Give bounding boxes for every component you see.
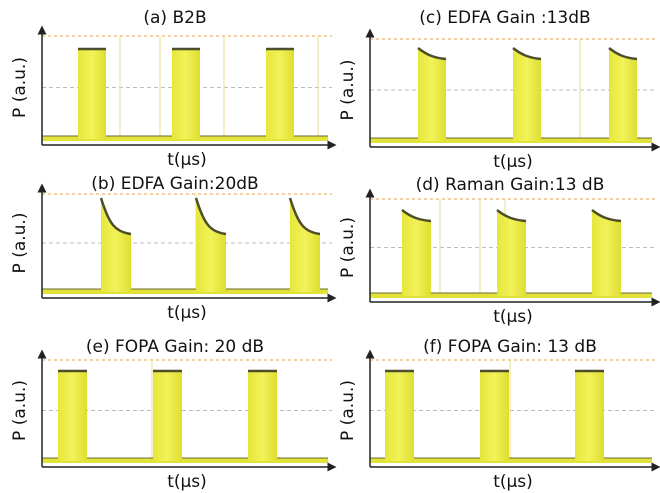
y-axis-label: P (a.u.) — [338, 60, 358, 121]
pulse — [78, 49, 106, 139]
baseline-trace — [42, 289, 328, 294]
panel: (f) FOPA Gain: 13 dB t(μs) P (a.u.) — [338, 337, 656, 492]
pulse — [58, 371, 87, 461]
x-axis-label: t(μs) — [493, 472, 533, 492]
x-axis-label: t(μs) — [167, 472, 207, 492]
panel: (c) EDFA Gain :13dB t(μs) P (a.u.) — [338, 8, 656, 172]
pulse — [402, 210, 431, 296]
y-axis-label: P (a.u.) — [338, 380, 358, 441]
pulse — [385, 371, 414, 461]
pulse — [592, 210, 621, 296]
panel-title: (a) B2B — [143, 8, 206, 28]
x-axis-label: t(μs) — [493, 307, 533, 327]
panel-title: (d) Raman Gain:13 dB — [416, 175, 605, 195]
y-axis-label: P (a.u.) — [10, 213, 30, 274]
panel: (d) Raman Gain:13 dB t(μs) P (a.u.) — [338, 175, 656, 327]
x-axis-label: t(μs) — [167, 150, 207, 170]
y-axis-label: P (a.u.) — [10, 57, 30, 118]
panel: (e) FOPA Gain: 20 dB t(μs) P (a.u.) — [10, 337, 332, 492]
pulse — [575, 371, 604, 461]
y-axis-label: P (a.u.) — [10, 380, 30, 441]
pulse — [172, 49, 200, 139]
panel: (b) EDFA Gain:20dB t(μs) P (a.u.) — [10, 174, 332, 323]
panel-title: (b) EDFA Gain:20dB — [91, 174, 258, 194]
pulse — [248, 371, 277, 461]
pulse — [266, 49, 294, 139]
pulse — [497, 210, 526, 296]
pulse — [418, 48, 446, 141]
panel-title: (f) FOPA Gain: 13 dB — [423, 337, 597, 357]
pulse — [513, 48, 541, 141]
panel: (a) B2B t(μs) P (a.u.) — [10, 8, 332, 170]
y-axis-label: P (a.u.) — [338, 217, 358, 278]
pulse — [609, 48, 637, 141]
figure: (a) B2B t(μs) P (a.u.) (c) EDFA Gain :13dB t… — [0, 0, 660, 493]
panel-title: (e) FOPA Gain: 20 dB — [86, 337, 264, 357]
x-axis-label: t(μs) — [493, 152, 533, 172]
pulse — [480, 371, 509, 461]
pulse — [153, 371, 182, 461]
x-axis-label: t(μs) — [167, 303, 207, 323]
panel-title: (c) EDFA Gain :13dB — [419, 8, 590, 28]
